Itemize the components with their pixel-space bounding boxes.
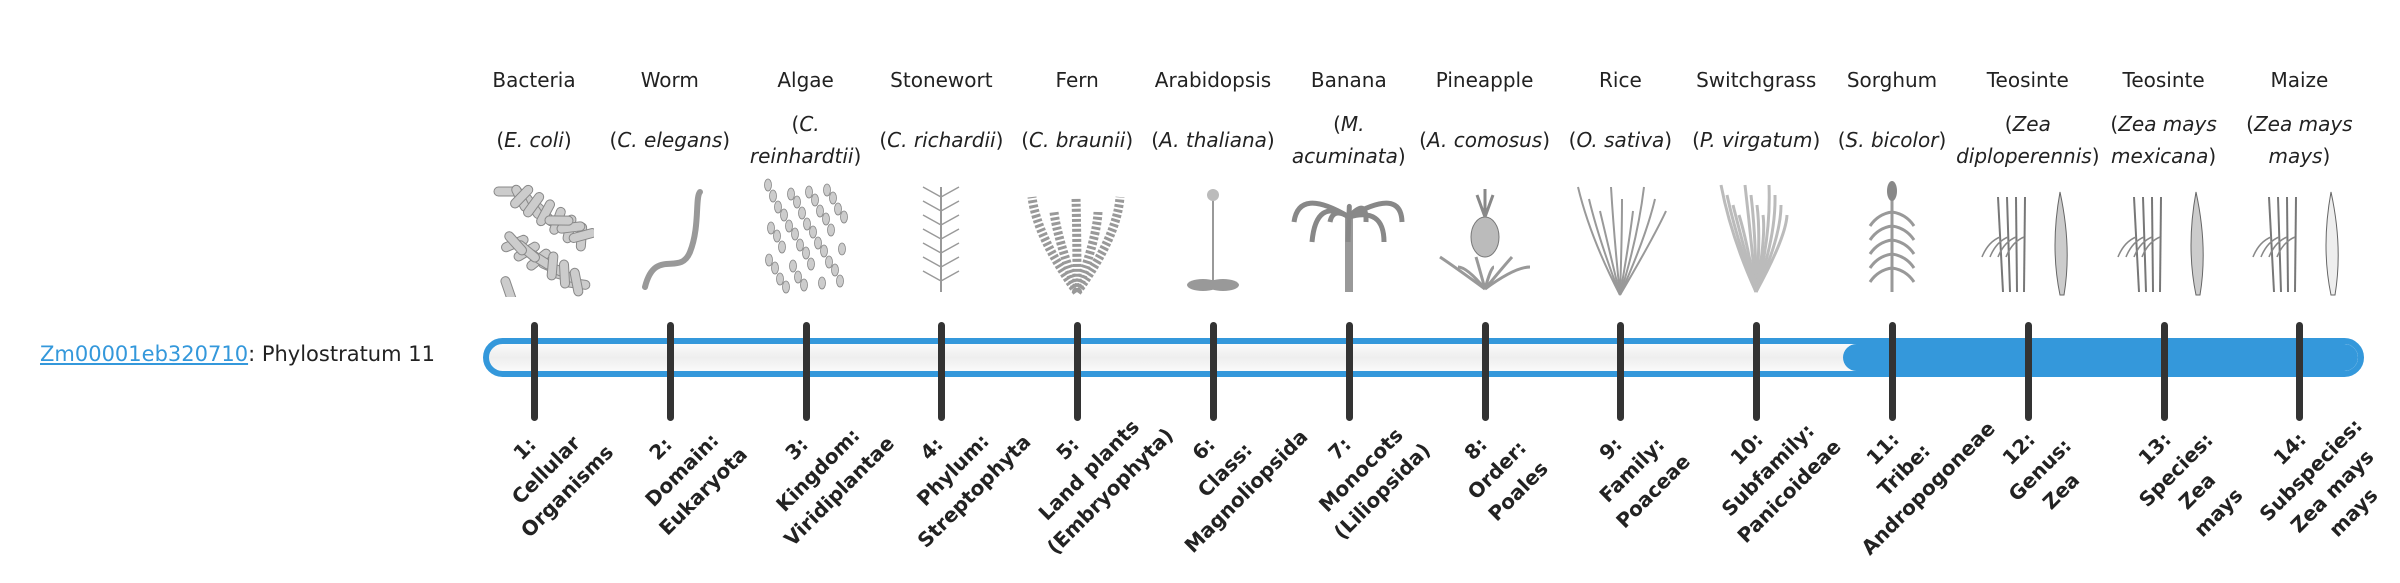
organism-common-name: Bacteria — [492, 68, 576, 92]
organism-common-name: Algae — [777, 68, 834, 92]
stratum-label: 3: Kingdom: Viridiplantae — [725, 378, 909, 562]
organism-species-name: (A. comosus) — [1417, 108, 1553, 172]
stratum-tick[interactable] — [1481, 322, 1489, 421]
stratum-tick[interactable] — [531, 322, 538, 421]
stratum-tick[interactable] — [666, 322, 674, 421]
sorghum-illustration — [1832, 177, 1952, 297]
switchgrass-illustration — [1696, 177, 1816, 297]
organism-common-name: Fern — [1055, 68, 1099, 92]
gene-id-link[interactable]: Zm00001eb320710 — [40, 342, 249, 366]
organism-common-name: Switchgrass — [1696, 68, 1817, 92]
stratum-label: 12: Genus: Zea — [1948, 378, 2132, 562]
bacteria-illustration — [474, 177, 598, 305]
organism-species-name: (A. thaliana) — [1145, 108, 1281, 172]
fern-illustration — [1017, 177, 1137, 297]
organism-species-name: (Zea mays mexicana) — [2096, 108, 2232, 172]
maize-illustration — [2239, 177, 2359, 297]
species-text: (C. richardii) — [879, 128, 1004, 152]
stratum-label: 8: Order: Poales — [1404, 378, 1588, 562]
species-text: (S. bicolor) — [1837, 128, 1947, 152]
banana-illustration — [1289, 177, 1409, 297]
stratum-tick[interactable] — [938, 322, 946, 421]
teosinte-illustration — [1968, 177, 2088, 297]
stratum-tick[interactable] — [1345, 322, 1353, 421]
stratum-label: 2: Domain: Eukaryota — [590, 378, 774, 562]
organism-species-name: (C. reinhardtii) — [738, 108, 874, 172]
species-text: (O. sativa) — [1568, 128, 1673, 152]
organism-species-name: (P. virgatum) — [1688, 108, 1824, 172]
stratum-label: 1: Cellular Organisms — [454, 378, 638, 562]
species-text: (A. comosus) — [1419, 128, 1551, 152]
stratum-label: 5: Land plants (Embryophyta) — [997, 378, 1181, 562]
teosinte-mexicana-illustration — [2104, 177, 2224, 297]
species-text: (Zea mays mexicana) — [2110, 112, 2217, 168]
stratum-tick[interactable] — [1617, 322, 1625, 421]
organism-common-name: Arabidopsis — [1154, 68, 1272, 92]
organism-common-name: Teosinte — [1986, 68, 2069, 92]
organism-common-name: Pineapple — [1435, 68, 1534, 92]
stratum-tick[interactable] — [1210, 322, 1217, 421]
stratum-label: 11: Tribe: Andropogoneae — [1812, 378, 1999, 562]
organism-common-name: Worm — [640, 68, 699, 92]
gene-label: Zm00001eb320710: Phylostratum 11 — [40, 342, 435, 366]
rice-illustration — [1560, 177, 1680, 297]
organism-common-name: Rice — [1599, 68, 1642, 92]
stratum-tick[interactable] — [802, 322, 810, 421]
stratum-tick[interactable] — [2296, 322, 2304, 421]
organism-species-name: (M. acuminata) — [1281, 108, 1417, 172]
species-text: (M. acuminata) — [1291, 112, 1406, 168]
stratum-tick[interactable] — [1889, 322, 1896, 421]
species-text: (E. coli) — [496, 128, 572, 152]
worm-illustration — [610, 177, 730, 297]
species-text: (C. braunii) — [1021, 128, 1134, 152]
species-text: (C. reinhardtii) — [749, 112, 862, 168]
species-text: (C. elegans) — [609, 128, 731, 152]
organism-species-name: (Zea mays mays) — [2231, 108, 2367, 172]
organism-common-name: Teosinte — [2122, 68, 2205, 92]
organism-species-name: (E. coli) — [466, 108, 602, 172]
species-text: (P. virgatum) — [1692, 128, 1821, 152]
stratum-label: 6: Class: Magnoliopsida — [1133, 378, 1317, 562]
stratum-label: 4: Phylum: Streptophyta — [861, 378, 1045, 562]
organism-species-name: (C. braunii) — [1009, 108, 1145, 172]
species-text: (A. thaliana) — [1151, 128, 1275, 152]
phylostratum-text: : Phylostratum 11 — [248, 342, 435, 366]
stratum-tick[interactable] — [2160, 322, 2168, 421]
stratum-label: 7: Monocots (Liliopsida) — [1269, 378, 1453, 562]
organism-common-name: Maize — [2270, 68, 2329, 92]
organism-species-name: (C. richardii) — [873, 108, 1009, 172]
algae-illustration — [746, 177, 866, 297]
phylostratum-bar — [483, 338, 2364, 377]
stratum-label: 10: Subfamily: Panicoideae — [1676, 378, 1860, 562]
organism-species-name: (O. sativa) — [1552, 108, 1688, 172]
stratum-label: 14: Subspecies: Zea mays mays — [2219, 378, 2400, 583]
stratum-label: 9: Family: Poaceae — [1540, 378, 1724, 562]
arabidopsis-illustration — [1153, 177, 1273, 297]
species-text: (Zea diploperennis) — [1956, 112, 2100, 168]
organism-species-name: (S. bicolor) — [1824, 108, 1960, 172]
stonewort-illustration — [881, 177, 1001, 297]
species-text: (Zea mays mays) — [2246, 112, 2353, 168]
stratum-tick[interactable] — [1753, 322, 1761, 421]
organism-common-name: Banana — [1310, 68, 1387, 92]
organism-species-name: (Zea diploperennis) — [1956, 108, 2099, 172]
organism-common-name: Sorghum — [1846, 68, 1938, 92]
stratum-tick[interactable] — [2024, 322, 2032, 421]
pineapple-illustration — [1425, 177, 1545, 297]
organism-species-name: (C. elegans) — [602, 108, 738, 172]
phylostratum-fill — [1843, 344, 2358, 371]
stratum-tick[interactable] — [1074, 322, 1082, 421]
organism-common-name: Stonewort — [890, 68, 993, 92]
